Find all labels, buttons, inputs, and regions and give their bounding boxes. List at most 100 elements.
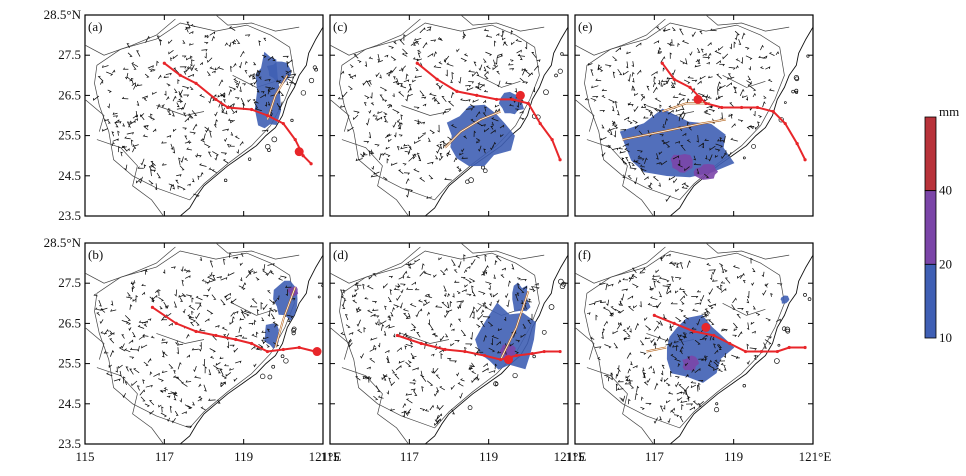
y-tick-label: 27.5 [58, 275, 81, 290]
colorbar-level: 40 [939, 183, 952, 198]
track-point [443, 347, 447, 352]
rainfall-area [619, 108, 735, 178]
track-point [162, 61, 166, 65]
panel-frame [574, 14, 814, 217]
province-border [401, 333, 450, 344]
panel-label: (a) [88, 19, 102, 34]
track-point [214, 97, 218, 102]
y-tick-label: 24.5 [58, 168, 81, 183]
track-point [759, 349, 764, 354]
track-point [226, 105, 230, 110]
rainfall-area [780, 295, 790, 304]
wind-field [337, 26, 541, 199]
island [557, 68, 563, 74]
map-panel: (c) [329, 14, 569, 217]
panel-frame [84, 14, 324, 217]
province-border [215, 15, 300, 32]
x-tick-label: 121°E [799, 449, 832, 464]
island [806, 54, 810, 58]
island [291, 331, 296, 336]
y-tick-label: 25.5 [58, 128, 81, 143]
island [714, 407, 720, 413]
track-point [514, 353, 519, 358]
map-panel: (d) 115 117 119 121°E [320, 242, 587, 464]
province-border [575, 99, 595, 132]
x-tick-label: 115 [320, 449, 339, 464]
coastline [669, 254, 813, 444]
track-point [419, 341, 423, 346]
province-border [586, 139, 654, 216]
island [807, 297, 812, 301]
track-point [234, 337, 238, 342]
island [774, 358, 780, 364]
coastline [179, 254, 323, 444]
coastline [179, 26, 323, 216]
panel-frame [329, 14, 569, 217]
typhoon-track [416, 62, 562, 161]
track-point [771, 109, 775, 114]
island [794, 90, 799, 94]
track-point [672, 321, 676, 325]
track-point [795, 142, 799, 146]
y-tick-label: 28.5°N [44, 7, 82, 22]
track-point [395, 333, 400, 338]
shear-line-core [622, 119, 726, 140]
province-border [85, 246, 176, 284]
track-point [194, 81, 198, 85]
wind-field [586, 253, 783, 424]
province-border [215, 243, 300, 260]
province-border [575, 18, 666, 56]
island [314, 67, 319, 72]
track-point [743, 349, 748, 354]
island [247, 157, 252, 161]
island [559, 283, 566, 290]
track-point [435, 77, 439, 81]
island [781, 326, 787, 331]
x-tick-label: 117 [400, 449, 420, 464]
rainfall-area [693, 164, 719, 180]
map-panel: (a) 23.5 24.5 25.5 26.5 27.5 28.5°N [44, 7, 324, 223]
track-point [755, 105, 760, 110]
province-border [341, 367, 409, 444]
province-border [460, 243, 545, 260]
coastline [424, 26, 568, 216]
typhoon-center [312, 347, 322, 357]
y-tick-label: 26.5 [58, 315, 81, 330]
track-point [194, 329, 198, 334]
shear-line-core [444, 111, 501, 148]
shear-line-core [662, 103, 710, 112]
island [794, 76, 800, 82]
province-border [584, 22, 785, 201]
x-tick-label: 121°E [554, 449, 587, 464]
island [223, 178, 228, 183]
province-border [94, 22, 295, 201]
track-point [728, 341, 732, 346]
y-tick-label: 25.5 [58, 356, 81, 371]
track-point [293, 138, 297, 142]
track-point [297, 345, 301, 350]
wind-field [340, 254, 540, 426]
track-point [301, 154, 305, 158]
island [554, 73, 558, 78]
track-point [455, 89, 459, 93]
track-point [483, 353, 487, 358]
shear-line-core [500, 291, 529, 360]
map-panel: (b) 23.5 24.5 25.5 26.5 27.5 28.5°N 115 117 119 12… [44, 235, 342, 464]
track-point [178, 73, 182, 77]
track-point [787, 345, 791, 350]
track-point [783, 121, 787, 126]
track-point [704, 101, 708, 106]
island [493, 381, 499, 387]
island [512, 372, 518, 379]
island [532, 354, 536, 359]
province-border [705, 15, 790, 32]
colorbar-segment [924, 116, 937, 192]
island [778, 117, 784, 123]
island [560, 52, 564, 56]
track-point [558, 349, 562, 354]
colorbar-segment [924, 263, 937, 339]
track-point [463, 349, 467, 354]
rainfall-area [682, 355, 700, 371]
province-border [477, 74, 521, 88]
